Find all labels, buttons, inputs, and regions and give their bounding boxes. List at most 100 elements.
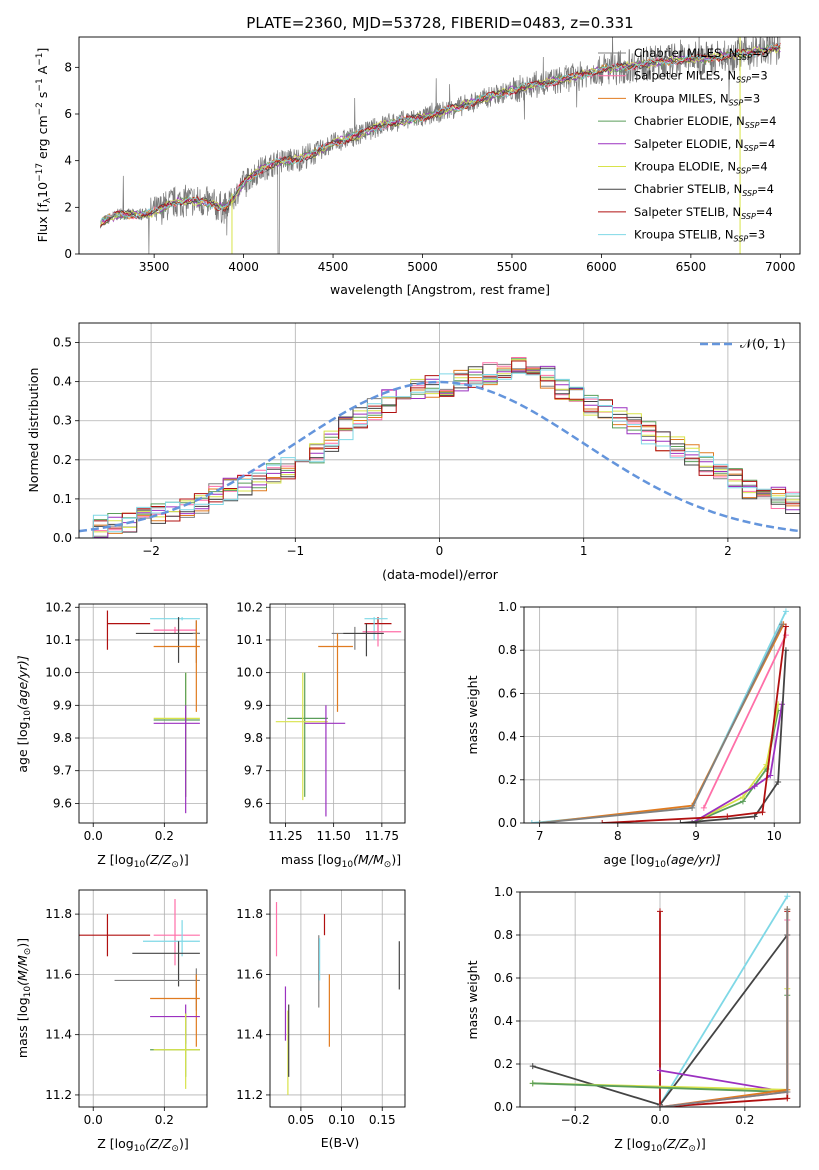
mass-vs-ebv-ytick-label: 11.4 — [236, 1028, 263, 1042]
spectrum-xtick-label: 6000 — [586, 260, 617, 274]
weight-marker — [775, 778, 782, 785]
weight-vs-Z-series — [529, 893, 791, 1107]
weight-vs-Z-xtick-label: 0.0 — [650, 1113, 669, 1127]
mass-vs-Z-axes: 0.0 0.2 11.2 11.4 11.6 11.8 — [45, 890, 207, 1127]
spectrum-ytick-label: 0 — [64, 247, 72, 261]
age-vs-Z-xtick-label: 0.2 — [155, 829, 174, 843]
spectrum-model-chabrier-elodie — [100, 44, 781, 223]
residuals-ytick-label: 0.4 — [53, 375, 72, 389]
weight-marker — [784, 1088, 791, 1095]
age-vs-Z-frame — [78, 603, 208, 824]
normal-curve — [79, 380, 800, 533]
age-vs-mass-ytick-label: 10.1 — [236, 633, 263, 647]
weight-age-ylabel: mass weight — [465, 675, 480, 754]
spectrum-xtick-label: 6500 — [676, 260, 707, 274]
mass-vs-Z-xtick-label: 0.0 — [84, 1113, 103, 1127]
residuals-ytick-label: 0.3 — [53, 414, 72, 428]
weight-marker — [784, 1095, 791, 1102]
weight-line-salpeter-miles — [702, 634, 787, 809]
residuals-xlabel: (data-model)/error — [382, 567, 499, 582]
residuals-ylabel: Normed distribution — [26, 368, 41, 493]
age-vs-mass-ytick-label: 9.8 — [244, 731, 263, 745]
mass-vs-Z-xtick-label: 0.2 — [155, 1113, 174, 1127]
weight-vs-Z-ytick-label: 0.0 — [494, 1100, 513, 1114]
weight-vs-age-ytick-label: 1.0 — [498, 600, 517, 614]
weight-marker — [767, 772, 774, 779]
mass-vs-ebv-axes: 0.05 0.10 0.15 11.2 11.4 11.6 11.8 — [236, 890, 405, 1127]
weight-vs-age-axes: 7 8 9 10 0.0 0.2 0.4 0.6 0.8 1.0 — [498, 600, 800, 843]
weight-vs-age-ytick-label: 0.6 — [498, 686, 517, 700]
age-vs-mass-xlabel: mass [log10(M/M⊙)] — [281, 852, 401, 870]
mass-vs-Z-points — [79, 899, 200, 1089]
spectrum-axes: 3500 4000 4500 5000 5500 6000 6500 7000 0 2 4 6 8 — [64, 60, 795, 274]
weight-vs-age-ytick-label: 0.0 — [498, 816, 517, 830]
mass-vs-ebv-xtick-label: 0.10 — [328, 1113, 355, 1127]
weight-marker — [779, 621, 786, 628]
mass-vs-Z-frame — [78, 889, 208, 1108]
residuals-xtick-label: −1 — [286, 544, 304, 558]
age-vs-Z-xtick-label: 0.0 — [84, 829, 103, 843]
age-vs-mass-frame — [269, 603, 406, 824]
weight-marker — [751, 783, 758, 790]
residuals-xtick-label: 1 — [580, 544, 588, 558]
weight-vs-age-xtick-label: 7 — [536, 829, 544, 843]
spectrum-ytick-label: 8 — [64, 60, 72, 74]
age-vs-Z-ytick-label: 9.7 — [53, 764, 72, 778]
weight-line-chabrier-stelib — [680, 650, 787, 823]
age-vs-mass-xtick-label: 11.75 — [365, 829, 399, 843]
spectrum-ytick-label: 4 — [64, 154, 72, 168]
weight-marker — [759, 809, 766, 816]
weight-vs-age-ytick-label: 0.8 — [498, 643, 517, 657]
weight-vs-Z-ytick-label: 0.4 — [494, 1014, 513, 1028]
weight-marker — [782, 647, 789, 654]
weight-marker — [657, 1104, 663, 1107]
age-vs-Z-ytick-label: 10.1 — [45, 633, 72, 647]
spectrum-model-chabrier-stelib — [100, 46, 781, 228]
age-vs-mass-ytick-label: 9.7 — [244, 764, 263, 778]
weight-marker — [784, 893, 791, 900]
histogram-salpeter-stelib — [79, 360, 800, 538]
age-vs-Z-ytick-label: 10.0 — [45, 666, 72, 680]
weight-vs-age-ytick-label: 0.4 — [498, 730, 517, 744]
weight-marker — [784, 906, 791, 913]
weight-line-chabrier-miles — [659, 909, 789, 1107]
age-vs-Z-ytick-label: 10.2 — [45, 600, 72, 614]
residuals-ytick-label: 0.5 — [53, 336, 72, 350]
weight-marker — [657, 908, 663, 915]
mass-vs-ebv-frame — [269, 889, 406, 1108]
weight-marker — [751, 813, 758, 820]
weight-line-kroupa-miles — [539, 623, 785, 823]
spectrum-xlabel: wavelength [Angstrom, rest frame] — [330, 282, 550, 297]
legend-entry: Salpeter MILES, NSSP=3 — [634, 69, 768, 85]
weight-marker — [700, 804, 707, 811]
weight-vs-age-xlabel: age [log10(age/yr)] — [603, 852, 720, 870]
weight-line-salpeter-stelib — [659, 911, 789, 1107]
weight-line-salpeter-stelib — [602, 626, 787, 823]
spectrum-xtick-label: 4500 — [318, 260, 349, 274]
spectrum-legend: Chabrier MILES, NSSP=3 Salpeter MILES, NS… — [598, 46, 776, 244]
spectrum-xtick-label: 3500 — [139, 260, 170, 274]
weight-marker — [739, 794, 746, 801]
histogram-steps — [79, 357, 800, 538]
mass-vs-Z-ytick-label: 11.4 — [45, 1028, 72, 1042]
mass-vs-ebv-xtick-label: 0.15 — [369, 1113, 396, 1127]
age-vs-mass-ytick-label: 9.6 — [244, 796, 263, 810]
mass-vs-ebv-xtick-label: 0.05 — [288, 1113, 315, 1127]
weight-vs-Z-ytick-label: 1.0 — [494, 885, 513, 899]
weight-marker — [536, 820, 543, 823]
mass-vs-Z-ytick-label: 11.2 — [45, 1088, 72, 1102]
mass-vs-ebv-ytick-label: 11.8 — [236, 907, 263, 921]
age-vs-Z-points — [106, 610, 200, 814]
mass-vs-ebv-ytick-label: 11.2 — [236, 1088, 263, 1102]
weight-line-kroupa-stelib — [659, 895, 789, 1106]
histogram-kroupa-stelib — [79, 369, 800, 538]
weight-vs-age-frame — [523, 606, 801, 824]
legend-entry: Kroupa STELIB, NSSP=3 — [634, 228, 765, 244]
age-vs-Z-axes: 0.0 0.2 9.6 9.7 9.8 9.9 10.0 10.1 10.2 — [45, 600, 207, 843]
spectrum-xtick-label: 7000 — [765, 260, 796, 274]
age-vs-Z-ytick-label: 9.8 — [53, 731, 72, 745]
mass-vs-Z-ylabel: mass [log10(M/M⊙)] — [15, 938, 33, 1058]
weight-marker — [782, 608, 789, 615]
legend-entry: Chabrier MILES, NSSP=3 — [634, 46, 769, 62]
